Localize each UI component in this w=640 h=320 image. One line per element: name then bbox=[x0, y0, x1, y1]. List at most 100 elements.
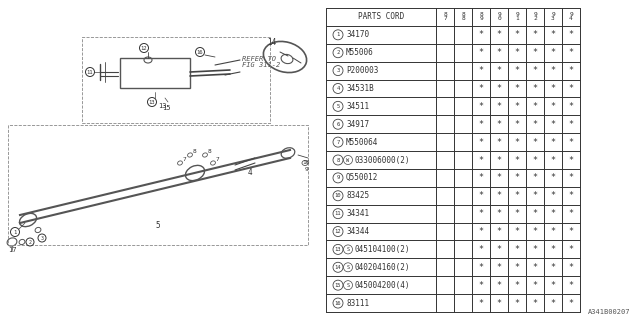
Text: *: * bbox=[497, 245, 502, 254]
Text: *: * bbox=[479, 84, 483, 93]
Text: *: * bbox=[497, 66, 502, 75]
Text: *: * bbox=[479, 102, 483, 111]
Text: *: * bbox=[550, 156, 556, 164]
Text: 7: 7 bbox=[216, 156, 220, 162]
Text: *: * bbox=[497, 120, 502, 129]
Text: FIG 311-2: FIG 311-2 bbox=[242, 62, 280, 68]
Text: *: * bbox=[550, 281, 556, 290]
Text: *: * bbox=[497, 102, 502, 111]
Text: P200003: P200003 bbox=[346, 66, 378, 75]
Text: *: * bbox=[479, 209, 483, 218]
Text: *: * bbox=[532, 102, 538, 111]
Text: *: * bbox=[550, 66, 556, 75]
Text: 8: 8 bbox=[193, 148, 196, 154]
Text: *: * bbox=[550, 173, 556, 182]
Text: *: * bbox=[550, 191, 556, 200]
Text: 8: 8 bbox=[208, 148, 212, 154]
Text: 045004200(4): 045004200(4) bbox=[354, 281, 410, 290]
Text: *: * bbox=[550, 209, 556, 218]
Text: *: * bbox=[497, 263, 502, 272]
Text: *: * bbox=[515, 48, 520, 57]
Text: 4: 4 bbox=[248, 167, 253, 177]
Text: 16: 16 bbox=[196, 50, 204, 54]
Text: 4: 4 bbox=[569, 16, 573, 21]
Text: *: * bbox=[515, 191, 520, 200]
Text: 15: 15 bbox=[162, 105, 170, 111]
Text: *: * bbox=[515, 66, 520, 75]
Text: *: * bbox=[568, 84, 573, 93]
Text: *: * bbox=[568, 209, 573, 218]
Text: 9: 9 bbox=[479, 16, 483, 21]
Text: *: * bbox=[550, 263, 556, 272]
Text: *: * bbox=[532, 120, 538, 129]
Text: *: * bbox=[568, 299, 573, 308]
Text: *: * bbox=[515, 245, 520, 254]
Text: 9: 9 bbox=[515, 12, 519, 18]
Text: 12: 12 bbox=[141, 45, 147, 51]
Text: *: * bbox=[550, 30, 556, 39]
Text: *: * bbox=[532, 30, 538, 39]
Text: 7: 7 bbox=[183, 156, 187, 162]
Text: PARTS CORD: PARTS CORD bbox=[358, 12, 404, 21]
Text: 34344: 34344 bbox=[346, 227, 369, 236]
Text: *: * bbox=[532, 263, 538, 272]
Text: 2: 2 bbox=[533, 16, 537, 21]
Text: 83425: 83425 bbox=[346, 191, 369, 200]
Text: 1: 1 bbox=[337, 32, 340, 37]
Text: *: * bbox=[550, 245, 556, 254]
Text: *: * bbox=[497, 84, 502, 93]
Text: 12: 12 bbox=[335, 229, 341, 234]
Text: 15: 15 bbox=[335, 283, 341, 288]
Text: 34511: 34511 bbox=[346, 102, 369, 111]
Text: *: * bbox=[497, 48, 502, 57]
Text: 1: 1 bbox=[13, 229, 17, 235]
Text: *: * bbox=[550, 48, 556, 57]
Text: *: * bbox=[568, 120, 573, 129]
Text: *: * bbox=[515, 156, 520, 164]
Text: *: * bbox=[497, 227, 502, 236]
Text: *: * bbox=[550, 227, 556, 236]
Text: 9: 9 bbox=[337, 175, 340, 180]
Text: *: * bbox=[532, 245, 538, 254]
Text: *: * bbox=[497, 191, 502, 200]
Text: *: * bbox=[568, 48, 573, 57]
Text: *: * bbox=[568, 263, 573, 272]
Text: S: S bbox=[346, 283, 349, 288]
Text: *: * bbox=[550, 299, 556, 308]
Text: *: * bbox=[532, 66, 538, 75]
Text: *: * bbox=[479, 281, 483, 290]
Text: 34531B: 34531B bbox=[346, 84, 374, 93]
Text: 11: 11 bbox=[87, 69, 93, 75]
Text: *: * bbox=[515, 209, 520, 218]
Text: *: * bbox=[550, 102, 556, 111]
Text: 16: 16 bbox=[335, 300, 341, 306]
Text: 7: 7 bbox=[337, 140, 340, 145]
Text: *: * bbox=[479, 173, 483, 182]
Text: S: S bbox=[346, 247, 349, 252]
Text: 3: 3 bbox=[40, 236, 44, 241]
Text: 8: 8 bbox=[461, 12, 465, 18]
Text: 9: 9 bbox=[497, 12, 501, 18]
Text: *: * bbox=[497, 173, 502, 182]
Text: *: * bbox=[515, 84, 520, 93]
Text: *: * bbox=[532, 299, 538, 308]
Text: *: * bbox=[515, 120, 520, 129]
Text: *: * bbox=[550, 84, 556, 93]
Text: 13: 13 bbox=[335, 247, 341, 252]
Text: 8: 8 bbox=[461, 16, 465, 21]
Text: 14: 14 bbox=[335, 265, 341, 270]
Text: *: * bbox=[479, 263, 483, 272]
Text: 34170: 34170 bbox=[346, 30, 369, 39]
Text: 14: 14 bbox=[267, 37, 276, 46]
Text: 4: 4 bbox=[337, 86, 340, 91]
Text: A341B00207: A341B00207 bbox=[588, 309, 630, 315]
Text: *: * bbox=[479, 138, 483, 147]
Text: *: * bbox=[568, 30, 573, 39]
Text: 2: 2 bbox=[29, 239, 31, 244]
Text: 83111: 83111 bbox=[346, 299, 369, 308]
Text: *: * bbox=[515, 173, 520, 182]
Text: Q550012: Q550012 bbox=[346, 173, 378, 182]
Text: 34917: 34917 bbox=[346, 120, 369, 129]
Text: *: * bbox=[568, 138, 573, 147]
Text: 9: 9 bbox=[569, 12, 573, 18]
